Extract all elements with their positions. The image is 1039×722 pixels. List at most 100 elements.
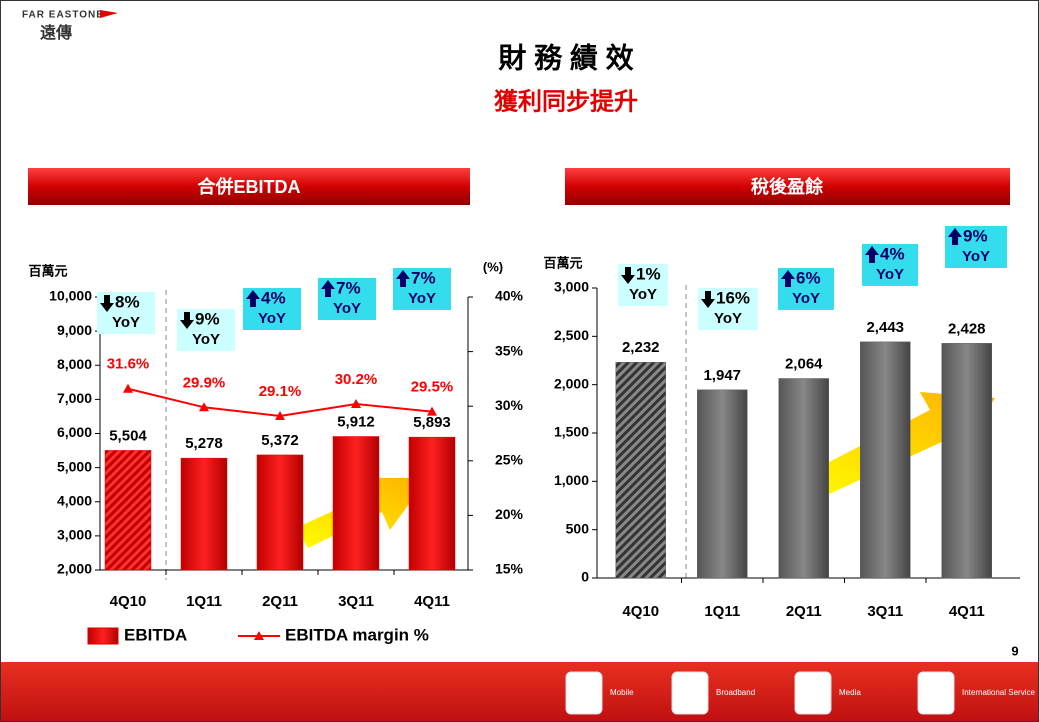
- y2-tick-label: 25%: [495, 452, 524, 468]
- y-tick-label: 7,000: [57, 390, 92, 406]
- yoy-period: YoY: [629, 286, 657, 303]
- y2-tick-label: 35%: [495, 342, 524, 358]
- x-tick-label: 3Q11: [338, 593, 374, 610]
- margin-marker: [123, 383, 133, 393]
- margin-marker: [351, 399, 361, 409]
- bar: [778, 378, 829, 579]
- footer-icon: [565, 671, 603, 715]
- panel-header: [28, 168, 470, 205]
- panel-title: 稅後盈餘: [751, 176, 824, 197]
- y-tick-label: 6,000: [57, 424, 92, 440]
- y2-tick-label: 30%: [495, 397, 524, 413]
- x-tick-label: 1Q11: [186, 593, 222, 610]
- logo-swoosh: [100, 10, 118, 18]
- margin-marker: [427, 406, 437, 416]
- yoy-change: 1%: [636, 264, 661, 283]
- arrow-up: [948, 228, 962, 245]
- page-number: 9: [1011, 643, 1018, 658]
- x-tick-label: 2Q11: [262, 593, 298, 610]
- slide-subtitle: 獲利同步提升: [494, 88, 638, 115]
- margin-label: 29.9%: [183, 374, 226, 391]
- y-tick-label: 4,000: [57, 492, 92, 508]
- yoy-period: YoY: [714, 310, 742, 327]
- arrow-up: [246, 290, 260, 307]
- margin-label: 29.5%: [411, 379, 454, 396]
- footer-label: Mobile: [610, 688, 634, 697]
- y-tick-label: 5,000: [57, 458, 92, 474]
- arrow-up: [865, 246, 879, 263]
- y-tick-label: 1,000: [554, 472, 589, 488]
- bar-value-label: 2,064: [785, 355, 823, 372]
- legend-marker: [254, 631, 264, 640]
- bar-value-label: 2,232: [622, 339, 660, 356]
- x-tick-label: 4Q10: [110, 593, 147, 610]
- bar-value-label: 5,893: [413, 414, 451, 431]
- yoy-change: 4%: [880, 244, 905, 263]
- y-tick-label: 1,500: [554, 424, 589, 440]
- margin-label: 31.6%: [107, 356, 150, 373]
- y-tick-label: 8,000: [57, 356, 92, 372]
- margin-label: 29.1%: [259, 383, 302, 400]
- bar: [860, 341, 911, 579]
- x-tick-label: 2Q11: [786, 603, 822, 620]
- yoy-period: YoY: [258, 310, 286, 327]
- yoy-change: 9%: [963, 226, 988, 245]
- yoy-change: 7%: [336, 278, 361, 297]
- y-tick-label: 2,000: [554, 375, 589, 391]
- footer-label: Broadband: [716, 688, 755, 697]
- y-tick-label: 500: [566, 520, 590, 536]
- yoy-change: 4%: [261, 288, 286, 307]
- panel-title: 合併EBITDA: [198, 176, 301, 197]
- yoy-change: 6%: [796, 268, 821, 287]
- x-tick-label: 4Q11: [949, 603, 985, 620]
- arrow-down: [621, 267, 635, 284]
- yoy-change: 7%: [411, 268, 436, 287]
- arrow-up: [321, 280, 335, 297]
- yoy-change: 16%: [716, 288, 750, 307]
- logo-en: FAR EASTONE: [22, 10, 104, 21]
- arrow-down: [100, 295, 114, 312]
- yoy-period: YoY: [792, 290, 820, 307]
- footer-items: Mobile Broadband Media International Servic…: [565, 671, 1035, 715]
- logo-zh: 遠傳: [40, 23, 72, 42]
- yoy-period: YoY: [333, 300, 361, 317]
- legend-label: EBITDA margin %: [285, 625, 429, 644]
- bar-value-label: 5,278: [185, 435, 223, 452]
- footer-label: Media: [839, 688, 861, 697]
- y-tick-label: 2,000: [57, 561, 92, 577]
- panel-header: [565, 168, 1010, 205]
- bar-value-label: 5,912: [337, 413, 375, 430]
- slide-title: 財 務 績 效: [498, 41, 633, 73]
- arrow-down: [180, 312, 194, 329]
- bar-value-label: 2,443: [866, 319, 904, 336]
- yoy-period: YoY: [112, 314, 140, 331]
- bar: [697, 389, 748, 579]
- footer-icon: [671, 671, 709, 715]
- y2-tick-label: 20%: [495, 506, 524, 522]
- legend-swatch: [87, 627, 119, 645]
- x-tick-label: 1Q11: [704, 603, 740, 620]
- yoy-period: YoY: [876, 266, 904, 283]
- bar: [104, 450, 152, 571]
- y-tick-label: 2,500: [554, 327, 589, 343]
- y-tick-label: 3,000: [57, 527, 92, 543]
- y2-tick-label: 15%: [495, 561, 524, 577]
- bar: [332, 436, 380, 571]
- footer-icon: [794, 671, 832, 715]
- y-tick-label: 3,000: [554, 279, 589, 295]
- y2-axis-unit: (%): [483, 259, 503, 274]
- bar-value-label: 1,947: [703, 367, 741, 384]
- x-tick-label: 4Q10: [622, 603, 659, 620]
- yoy-period: YoY: [408, 290, 436, 307]
- bar: [408, 436, 456, 571]
- bar: [256, 454, 304, 571]
- margin-marker: [199, 402, 209, 412]
- x-tick-label: 4Q11: [414, 593, 450, 610]
- legend-label: EBITDA: [124, 625, 187, 644]
- y2-tick-label: 40%: [495, 288, 524, 304]
- y-tick-label: 9,000: [57, 322, 92, 338]
- yoy-change: 9%: [195, 309, 220, 328]
- y-tick-label: 10,000: [49, 288, 92, 304]
- arrow-up: [781, 270, 795, 287]
